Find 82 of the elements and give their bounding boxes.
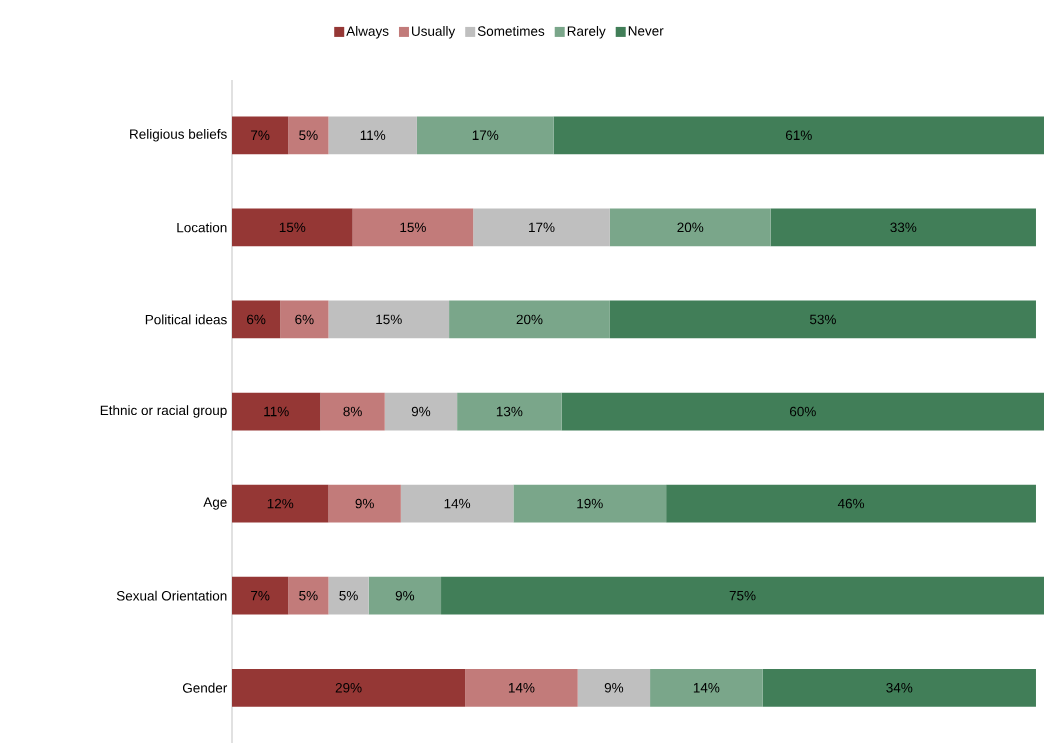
bar [609, 300, 1036, 339]
data-label: 5% [299, 590, 318, 601]
bar [441, 576, 1044, 615]
bar [232, 116, 289, 155]
data-label: 14% [508, 683, 535, 693]
bar [762, 668, 1036, 707]
data-label: 34% [886, 682, 913, 693]
data-label: 7% [251, 130, 270, 140]
data-label: 8% [343, 406, 362, 417]
bar [320, 392, 385, 431]
bar [465, 668, 578, 707]
bar [609, 208, 771, 247]
legend-label: Usually [412, 26, 456, 39]
data-label: 14% [444, 498, 471, 509]
y-tick-label: Gender [182, 682, 228, 693]
y-tick-label: Location [177, 222, 227, 233]
bar [416, 116, 554, 155]
data-label: 12% [267, 498, 294, 509]
bar [666, 484, 1036, 523]
bar [770, 208, 1036, 247]
data-label: 9% [604, 682, 624, 693]
bar [280, 300, 329, 339]
data-label: 20% [516, 314, 543, 325]
bar [232, 576, 289, 615]
legend-label: Never [628, 26, 664, 36]
bar [473, 208, 610, 247]
data-label: 13% [496, 406, 523, 417]
data-label: 20% [677, 222, 704, 233]
y-tick-label: Political ideas [145, 314, 227, 325]
bar [400, 484, 514, 523]
y-tick-label: Age [203, 497, 227, 510]
bar [650, 668, 763, 707]
data-label: 15% [400, 222, 426, 233]
data-label: 9% [395, 590, 415, 601]
data-label: 15% [376, 314, 402, 325]
legend-label: Rarely [567, 26, 606, 39]
legend-label: Sometimes [477, 26, 545, 36]
data-label: 5% [339, 590, 358, 601]
bar [288, 116, 329, 155]
data-label: 11% [264, 406, 289, 417]
bar [232, 668, 466, 707]
data-label: 17% [529, 222, 555, 233]
data-label: 29% [335, 682, 362, 693]
bar [384, 392, 458, 431]
data-label: 6% [247, 314, 266, 325]
bar [232, 484, 329, 523]
bar [457, 392, 562, 431]
bar [553, 116, 1044, 155]
data-label: 17% [472, 130, 499, 140]
data-label: 14% [693, 683, 720, 693]
bar [368, 576, 442, 615]
data-label: 61% [785, 130, 812, 141]
bar [328, 576, 369, 615]
bar [328, 484, 401, 523]
data-label: 15% [279, 222, 306, 233]
bar [328, 300, 450, 339]
bar [232, 300, 281, 339]
data-label: 60% [790, 406, 816, 417]
bar [232, 208, 353, 247]
legend-label: Always [346, 26, 389, 39]
data-label: 46% [837, 498, 865, 509]
bar [513, 484, 667, 523]
data-label: 5% [299, 130, 318, 140]
data-label: 9% [355, 498, 374, 509]
data-label: 9% [411, 406, 431, 417]
y-tick-label: Ethnic or racial group [100, 405, 227, 418]
data-label: 7% [251, 590, 270, 601]
data-label: 53% [809, 314, 836, 325]
y-tick-label: Religious beliefs [130, 128, 227, 142]
data-label: 11% [360, 130, 386, 140]
bar [449, 300, 610, 339]
y-tick-label: Sexual Orientation [116, 590, 227, 601]
bar [577, 668, 651, 707]
bar [561, 392, 1044, 431]
bar [352, 208, 474, 247]
bar [232, 392, 321, 431]
data-label: 6% [295, 314, 314, 325]
data-label: 33% [890, 222, 917, 233]
bar [288, 576, 329, 615]
bar [328, 116, 417, 155]
data-label: 19% [577, 498, 603, 509]
data-label: 75% [729, 590, 756, 601]
